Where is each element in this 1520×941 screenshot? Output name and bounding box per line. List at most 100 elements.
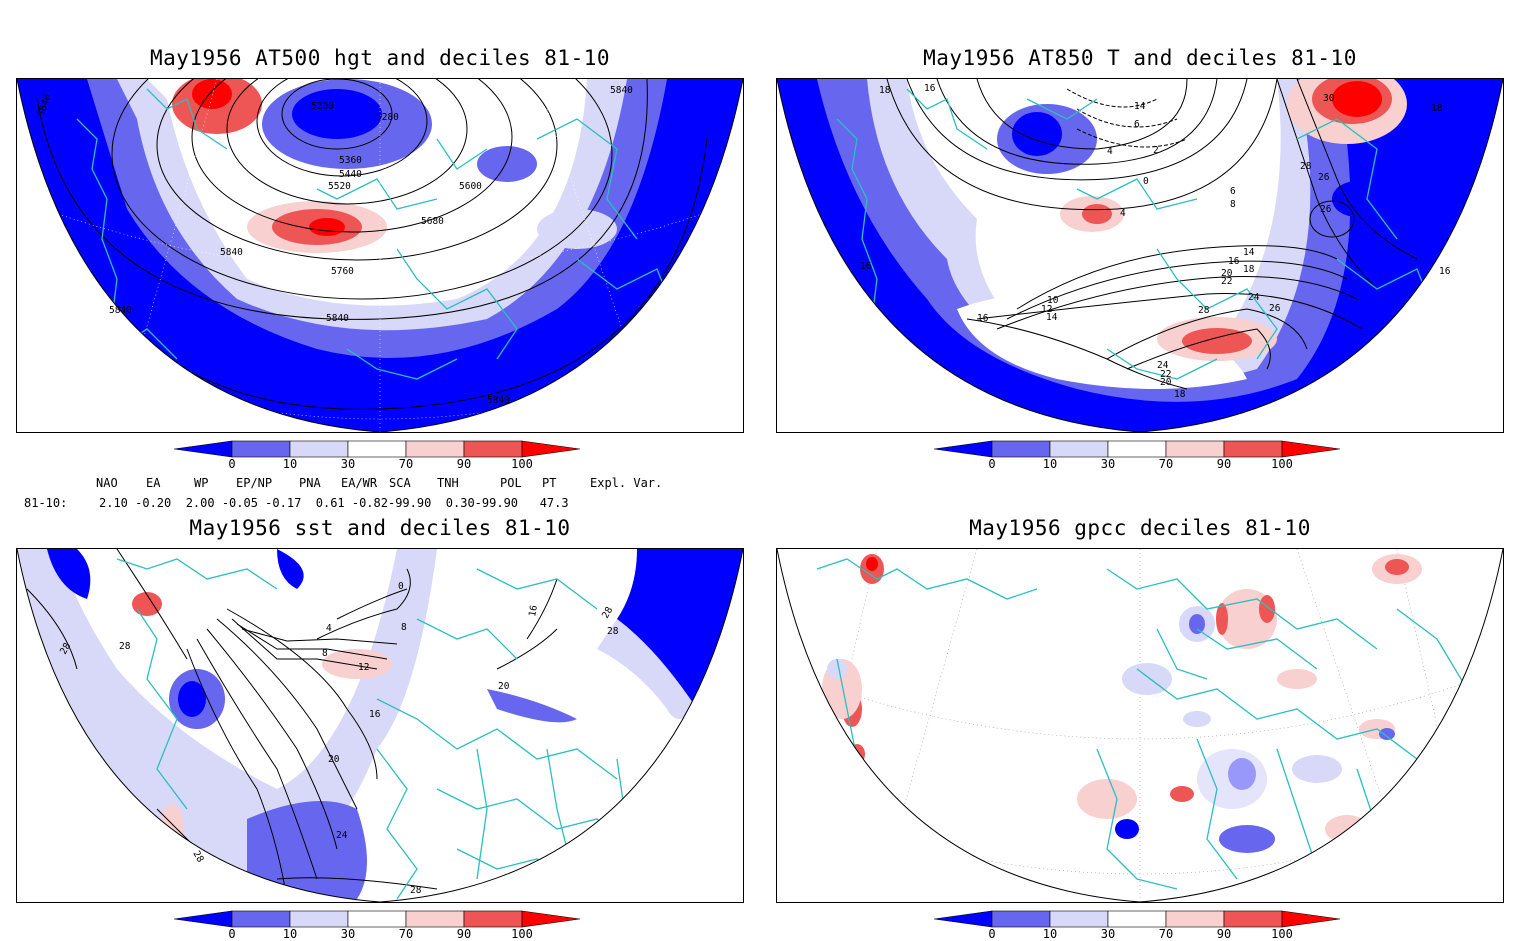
colorbar-tick-label: 90 bbox=[1216, 457, 1232, 471]
contour-label: 12 bbox=[1041, 304, 1052, 315]
colorbar-tick-label: 30 bbox=[1100, 927, 1116, 941]
colorbar-segment bbox=[991, 440, 1051, 458]
colorbar-tick-label: 10 bbox=[1042, 457, 1058, 471]
colorbar-bottom-left bbox=[174, 910, 581, 928]
colorbar-top-right bbox=[934, 440, 1341, 458]
contour-label: 0 bbox=[1143, 176, 1149, 187]
contour-label: 5520 bbox=[328, 181, 351, 192]
contour-label: 22 bbox=[1221, 276, 1232, 287]
contour-label: 28 bbox=[600, 605, 615, 621]
tele-header-explvar: Expl. Var. bbox=[590, 476, 663, 490]
colorbar-segment bbox=[405, 910, 465, 928]
contour-label: 5360 bbox=[339, 155, 362, 166]
colorbar-tick-label: 90 bbox=[456, 927, 472, 941]
colorbar-tick-label: 100 bbox=[1271, 927, 1293, 941]
contour-label: 16 bbox=[1228, 256, 1240, 267]
tele-header-pt: PT bbox=[542, 476, 557, 490]
contour-label: 28 bbox=[410, 885, 422, 896]
colorbar-segment bbox=[174, 440, 233, 458]
tele-row-values: 2.10 -0.20 2.00 -0.05 -0.17 0.61 -0.82-9… bbox=[99, 496, 569, 510]
colorbar-tick-label: 100 bbox=[511, 927, 533, 941]
colorbar-segment bbox=[463, 440, 523, 458]
colorbar-tick-label: 0 bbox=[988, 927, 996, 941]
colorbar-segment bbox=[521, 910, 581, 928]
contour-label: 16 bbox=[860, 261, 872, 272]
colorbar-segment bbox=[1165, 440, 1225, 458]
colorbar-segment bbox=[991, 910, 1051, 928]
contour-label: 12 bbox=[358, 662, 369, 673]
colorbar-segment bbox=[289, 440, 349, 458]
contour-label: 8 bbox=[1230, 199, 1236, 210]
colorbar-segment bbox=[1281, 910, 1341, 928]
contour-label: 24 bbox=[1248, 292, 1260, 303]
contour-label: 5840 bbox=[326, 313, 349, 324]
map-panel-sst: 28 28 0 4 8 8 12 16 20 20 24 28 28 16 28… bbox=[16, 548, 744, 903]
contour-label: 28 bbox=[607, 626, 619, 637]
contour-label: 22 bbox=[1160, 369, 1171, 380]
colorbar-segment bbox=[1107, 440, 1167, 458]
contour-label: 14 bbox=[1134, 101, 1146, 112]
contour-label: 18 bbox=[1174, 389, 1186, 400]
tele-header-epnp: EP/NP bbox=[236, 476, 273, 490]
colorbar-segment bbox=[174, 910, 233, 928]
colorbar-tick-label: 0 bbox=[228, 457, 236, 471]
contour-label: 5200 bbox=[311, 101, 334, 112]
colorbar-segment bbox=[521, 440, 581, 458]
colorbar-segment bbox=[463, 910, 523, 928]
contour-label: 5760 bbox=[331, 266, 354, 277]
contour-label: 28 bbox=[119, 641, 131, 652]
colorbar-top-left bbox=[174, 440, 581, 458]
tele-header-sca: SCA bbox=[389, 476, 411, 490]
colorbar-tick-label: 30 bbox=[340, 457, 356, 471]
contour-label: 16 bbox=[369, 709, 381, 720]
contour-label: 5840 bbox=[220, 247, 243, 258]
contour-label: 5840 bbox=[610, 85, 633, 96]
teleconnection-table: NAO EA WP EP/NP PNA EA/WR SCA TNH POL PT… bbox=[0, 474, 760, 514]
colorbar-segment bbox=[347, 440, 407, 458]
colorbar-segment bbox=[231, 910, 291, 928]
contour-label: 4 bbox=[1120, 208, 1126, 219]
map-panel-t850: 18 16 14 6 4 2 0 4 6 8 16 10 12 14 16 14… bbox=[776, 78, 1504, 433]
contour-label: 28 bbox=[190, 849, 205, 865]
colorbar-segment bbox=[231, 440, 291, 458]
colorbar-segment bbox=[1107, 910, 1167, 928]
panel-title-sst: May1956 sst and deciles 81-10 bbox=[189, 516, 571, 540]
contour-label: 20 bbox=[1221, 268, 1233, 279]
contour-label: 18 bbox=[879, 85, 891, 96]
map-panel-gpcc bbox=[776, 548, 1504, 903]
contour-label: 28 bbox=[1198, 305, 1210, 316]
tele-header-ea: EA bbox=[146, 476, 161, 490]
colorbar-segment bbox=[934, 440, 993, 458]
colorbar-tick-label: 70 bbox=[1158, 927, 1174, 941]
contour-label: 16 bbox=[924, 83, 936, 94]
colorbar-segment bbox=[1223, 440, 1283, 458]
colorbar-segment bbox=[1049, 440, 1109, 458]
contour-label: 30 bbox=[1323, 93, 1335, 104]
tele-header-wp: WP bbox=[194, 476, 209, 490]
tele-header-pol: POL bbox=[500, 476, 522, 490]
colorbar-tick-label: 100 bbox=[1271, 457, 1293, 471]
colorbar-tick-label: 90 bbox=[1216, 927, 1232, 941]
contour-label: 20 bbox=[1160, 377, 1172, 388]
panel-title-t850: May1956 AT850 T and deciles 81-10 bbox=[923, 46, 1357, 70]
contour-label: 5680 bbox=[421, 216, 444, 227]
contour-label: 18 bbox=[1431, 103, 1443, 114]
contour-label: 20 bbox=[328, 754, 340, 765]
colorbar-segment bbox=[1049, 910, 1109, 928]
colorbar-tick-label: 30 bbox=[340, 927, 356, 941]
contour-label: 5600 bbox=[459, 181, 482, 192]
tele-header-nao: NAO bbox=[96, 476, 118, 490]
contour-label: 4 bbox=[1107, 146, 1113, 157]
contour-label: 5280 bbox=[376, 112, 399, 123]
contour-label: 5440 bbox=[339, 169, 362, 180]
tele-row-label: 81-10: bbox=[24, 496, 68, 510]
contour-label: 26 bbox=[1320, 204, 1332, 215]
colorbar-tick-label: 100 bbox=[511, 457, 533, 471]
colorbar-segment bbox=[1223, 910, 1283, 928]
tele-header-eawr: EA/WR bbox=[341, 476, 378, 490]
contour-label: 8 bbox=[401, 622, 407, 633]
contour-label: 20 bbox=[498, 681, 510, 692]
contour-label: 16 bbox=[527, 604, 540, 617]
contour-label: 18 bbox=[1243, 264, 1255, 275]
colorbar-tick-label: 10 bbox=[1042, 927, 1058, 941]
